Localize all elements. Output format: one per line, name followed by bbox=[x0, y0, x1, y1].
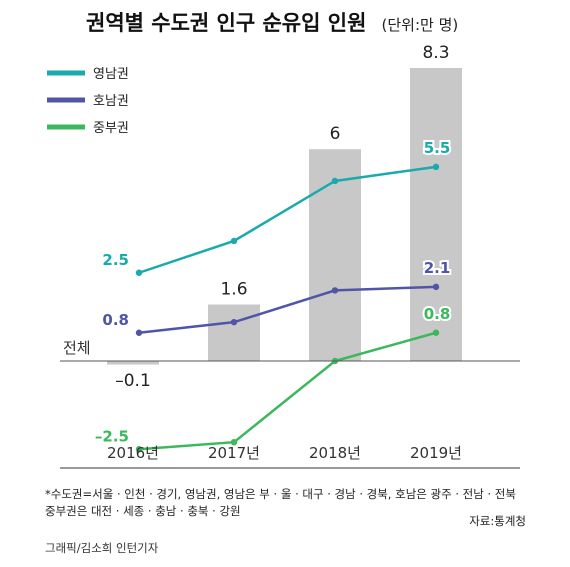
series-point bbox=[135, 269, 143, 276]
legend-swatch-2 bbox=[47, 97, 85, 103]
series-value-label: 0.8 bbox=[424, 305, 451, 323]
credit-text: 그래픽/김소희 인턴기자 bbox=[45, 541, 159, 555]
series-value-label: 0.8 bbox=[102, 311, 129, 329]
x-tick-label: 2016년 bbox=[107, 444, 159, 462]
bar-value-label: 6 bbox=[330, 124, 341, 144]
series-point bbox=[135, 446, 143, 453]
series-point bbox=[432, 329, 440, 336]
series-line-1 bbox=[138, 165, 437, 274]
x-axis: 전체 2016년 2017년 2018년 2019년 bbox=[60, 339, 520, 469]
bar-value-label: 8.3 bbox=[422, 43, 449, 63]
series-point bbox=[230, 237, 238, 245]
series-line-3 bbox=[138, 331, 437, 451]
x-tick-label: 2019년 bbox=[410, 444, 462, 462]
series-point bbox=[432, 283, 440, 291]
bar-value-label: –0.1 bbox=[115, 371, 151, 391]
legend-label-3: 중부권 bbox=[93, 121, 129, 136]
series-point bbox=[230, 438, 238, 446]
x-tick-label: 2018년 bbox=[309, 444, 361, 462]
series-point bbox=[331, 177, 339, 185]
series-value-label: 2.1 bbox=[424, 259, 451, 277]
legend-label-2: 호남권 bbox=[93, 94, 129, 109]
series-lines: 2.5 5.5 0.8 2.1 –2.5 0.8 bbox=[93, 137, 452, 453]
bar-2018년 bbox=[309, 149, 361, 361]
source-text: 자료:통계청 bbox=[469, 514, 526, 528]
bar-2016년 bbox=[107, 361, 159, 365]
bar-2019년 bbox=[410, 68, 462, 361]
bar-2017년 bbox=[208, 304, 260, 361]
svg-text:권역별 수도권 인구 순유입 인원 (단위:만: 권역별 수도권 인구 순유입 인원 (단위:만 명) bbox=[86, 11, 458, 35]
chart-title: 권역별 수도권 인구 순유입 인원 bbox=[86, 11, 366, 35]
series-value-label: 5.5 bbox=[424, 139, 451, 157]
footnote-line-1: *수도권=서울 · 인천 · 경기, 영남권, 영남은 부 · 울 · 대구 ·… bbox=[45, 487, 516, 501]
x-tick-label: 2017년 bbox=[208, 444, 260, 462]
footnote-line-2: 중부권은 대전 · 세종 · 충남 · 충북 · 강원 bbox=[45, 504, 241, 518]
series-point bbox=[230, 318, 238, 326]
legend-label-1: 영남권 bbox=[93, 67, 129, 82]
legend-swatch-3 bbox=[47, 124, 85, 130]
bar-value-label: 1.6 bbox=[220, 280, 247, 300]
series-point bbox=[331, 287, 339, 294]
baseline-label: 전체 bbox=[63, 339, 91, 357]
series-point bbox=[432, 163, 440, 171]
series-line-2 bbox=[138, 285, 437, 335]
series-point bbox=[135, 329, 143, 336]
bars: –0.1 1.6 6 8.3 bbox=[107, 43, 462, 391]
series-value-label: 2.5 bbox=[102, 251, 129, 269]
series-value-label: –2.5 bbox=[95, 427, 129, 445]
chart-unit: (단위:만 명) bbox=[382, 16, 459, 34]
legend-swatch-1 bbox=[47, 70, 85, 76]
